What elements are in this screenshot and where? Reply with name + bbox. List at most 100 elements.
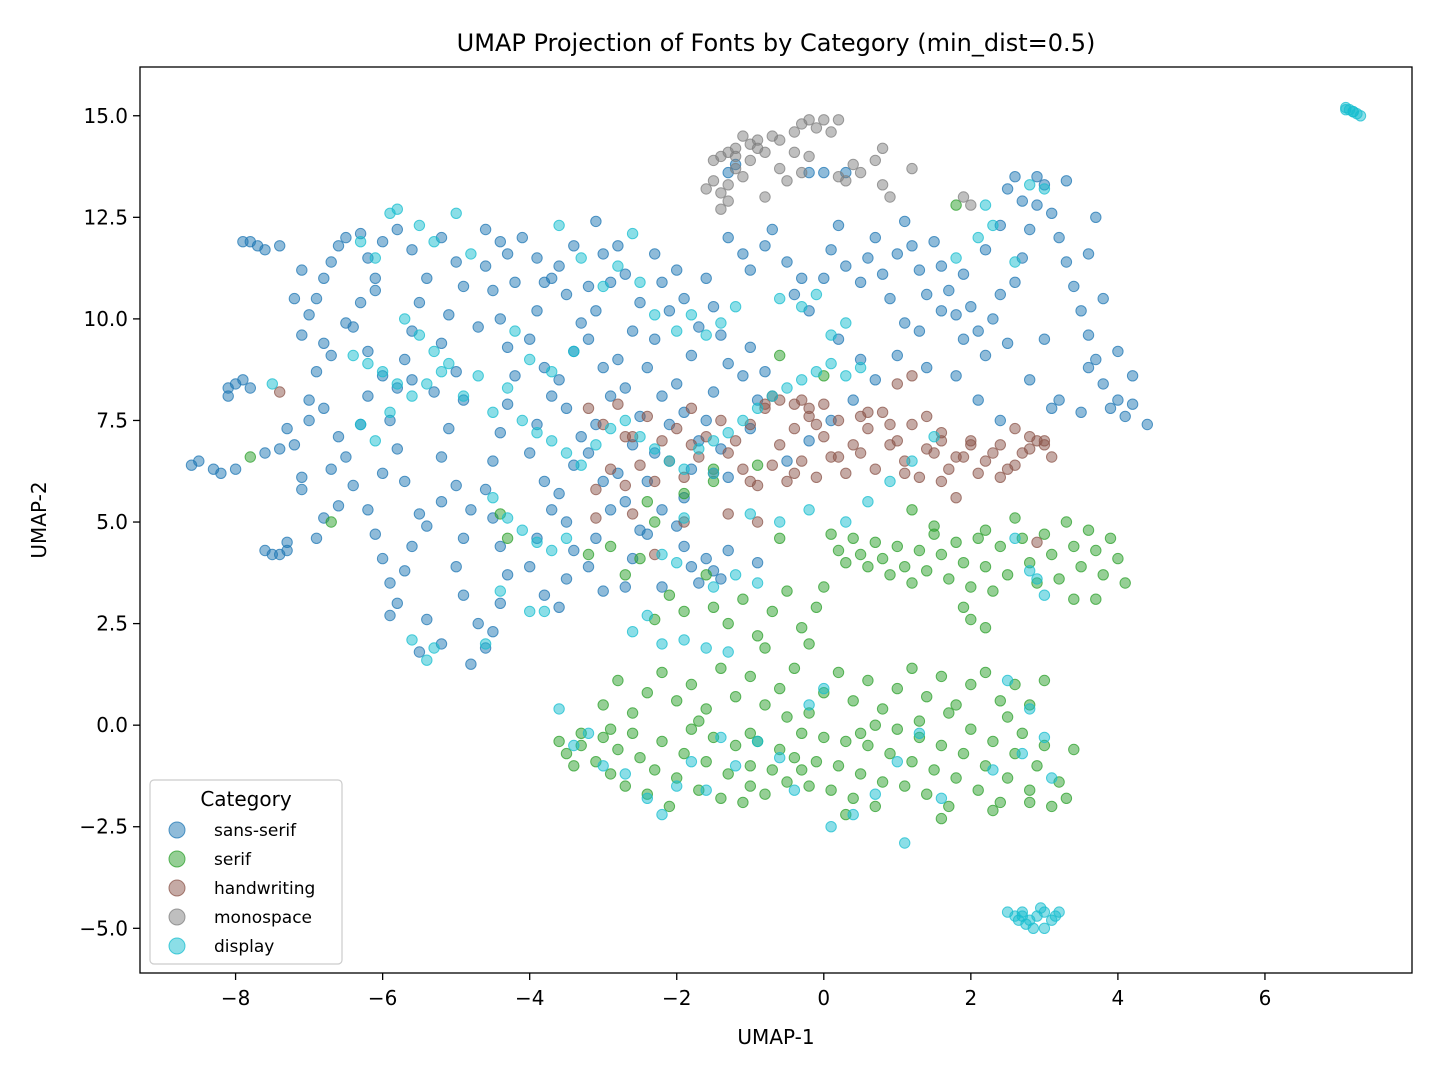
point-sans-serif: [604, 504, 617, 516]
point-display: [862, 496, 874, 508]
point-display: [656, 638, 668, 650]
point-sans-serif: [560, 573, 573, 585]
point-sans-serif: [303, 309, 315, 321]
point-sans-serif: [296, 471, 308, 483]
point-handwriting: [965, 439, 977, 451]
point-sans-serif: [582, 561, 595, 573]
point-sans-serif: [663, 305, 676, 317]
point-serif: [751, 630, 764, 642]
point-display: [766, 390, 778, 402]
point-serif: [788, 752, 801, 764]
point-display: [421, 378, 433, 390]
point-sans-serif: [1001, 183, 1014, 195]
point-sans-serif: [597, 361, 609, 374]
point-sans-serif: [619, 581, 631, 593]
point-sans-serif: [435, 337, 448, 349]
point-serif: [957, 601, 970, 613]
point-handwriting: [832, 451, 845, 463]
x-tick-label: −6: [368, 986, 397, 1010]
point-sans-serif: [590, 215, 602, 228]
point-display: [362, 357, 374, 370]
point-sans-serif: [325, 349, 337, 362]
point-serif: [972, 784, 984, 796]
point-monospace: [810, 122, 823, 134]
point-display: [913, 727, 926, 739]
point-display: [796, 301, 808, 313]
point-sans-serif: [744, 264, 756, 276]
point-display: [509, 325, 521, 337]
point-monospace: [876, 179, 889, 191]
point-serif: [1068, 743, 1080, 756]
point-sans-serif: [435, 496, 448, 508]
y-tick-label: 10.0: [83, 307, 128, 331]
point-serif: [847, 532, 859, 544]
point-monospace: [788, 146, 801, 159]
point-sans-serif: [237, 374, 249, 386]
point-display: [899, 837, 911, 849]
point-display: [560, 447, 573, 459]
point-sans-serif: [737, 248, 749, 260]
point-sans-serif: [384, 609, 396, 622]
point-serif: [987, 804, 999, 817]
point-serif: [1024, 796, 1036, 809]
point-serif: [325, 516, 337, 528]
point-sans-serif: [274, 443, 286, 455]
point-sans-serif: [413, 508, 426, 520]
point-handwriting: [626, 508, 639, 520]
point-sans-serif: [332, 500, 345, 512]
point-sans-serif: [340, 451, 352, 463]
point-display: [840, 317, 852, 329]
point-sans-serif: [553, 487, 565, 500]
point-sans-serif: [935, 260, 948, 272]
point-sans-serif: [274, 240, 286, 252]
point-serif: [729, 739, 742, 752]
point-monospace: [715, 187, 727, 199]
point-serif: [935, 812, 948, 825]
point-sans-serif: [465, 504, 477, 516]
point-handwriting: [274, 386, 286, 398]
point-serif: [899, 780, 911, 792]
point-monospace: [707, 175, 720, 187]
point-display: [715, 317, 727, 329]
point-sans-serif: [796, 272, 808, 284]
point-display: [1009, 532, 1021, 544]
point-sans-serif: [281, 422, 293, 435]
point-handwriting: [671, 422, 683, 435]
point-serif: [1082, 524, 1095, 536]
point-handwriting: [1016, 447, 1028, 459]
point-sans-serif: [899, 317, 911, 329]
point-serif: [810, 601, 823, 613]
point-display: [501, 382, 514, 394]
point-sans-serif: [546, 390, 558, 402]
point-sans-serif: [862, 252, 874, 264]
point-serif: [612, 674, 624, 687]
point-sans-serif: [369, 284, 381, 297]
point-serif: [884, 747, 896, 760]
point-serif: [803, 780, 815, 792]
point-display: [384, 406, 396, 418]
point-display: [1024, 179, 1036, 191]
point-serif: [1060, 516, 1073, 528]
point-sans-serif: [310, 366, 323, 378]
point-handwriting: [774, 439, 786, 451]
point-serif: [796, 727, 808, 739]
point-handwriting: [649, 475, 661, 488]
point-sans-serif: [950, 370, 962, 382]
point-serif: [803, 638, 815, 650]
point-display: [391, 203, 403, 215]
point-sans-serif: [582, 280, 595, 293]
point-handwriting: [619, 479, 631, 492]
point-display: [1031, 573, 1043, 585]
point-sans-serif: [671, 378, 683, 390]
point-sans-serif: [1097, 378, 1109, 390]
point-display: [707, 581, 720, 593]
point-serif: [832, 544, 845, 557]
point-monospace: [774, 162, 786, 175]
x-tick-label: 4: [1112, 986, 1125, 1010]
point-sans-serif: [479, 260, 492, 272]
point-monospace: [825, 126, 837, 138]
point-serif: [641, 687, 653, 699]
point-sans-serif: [1119, 410, 1131, 423]
point-sans-serif: [1075, 305, 1087, 317]
point-sans-serif: [332, 431, 345, 443]
